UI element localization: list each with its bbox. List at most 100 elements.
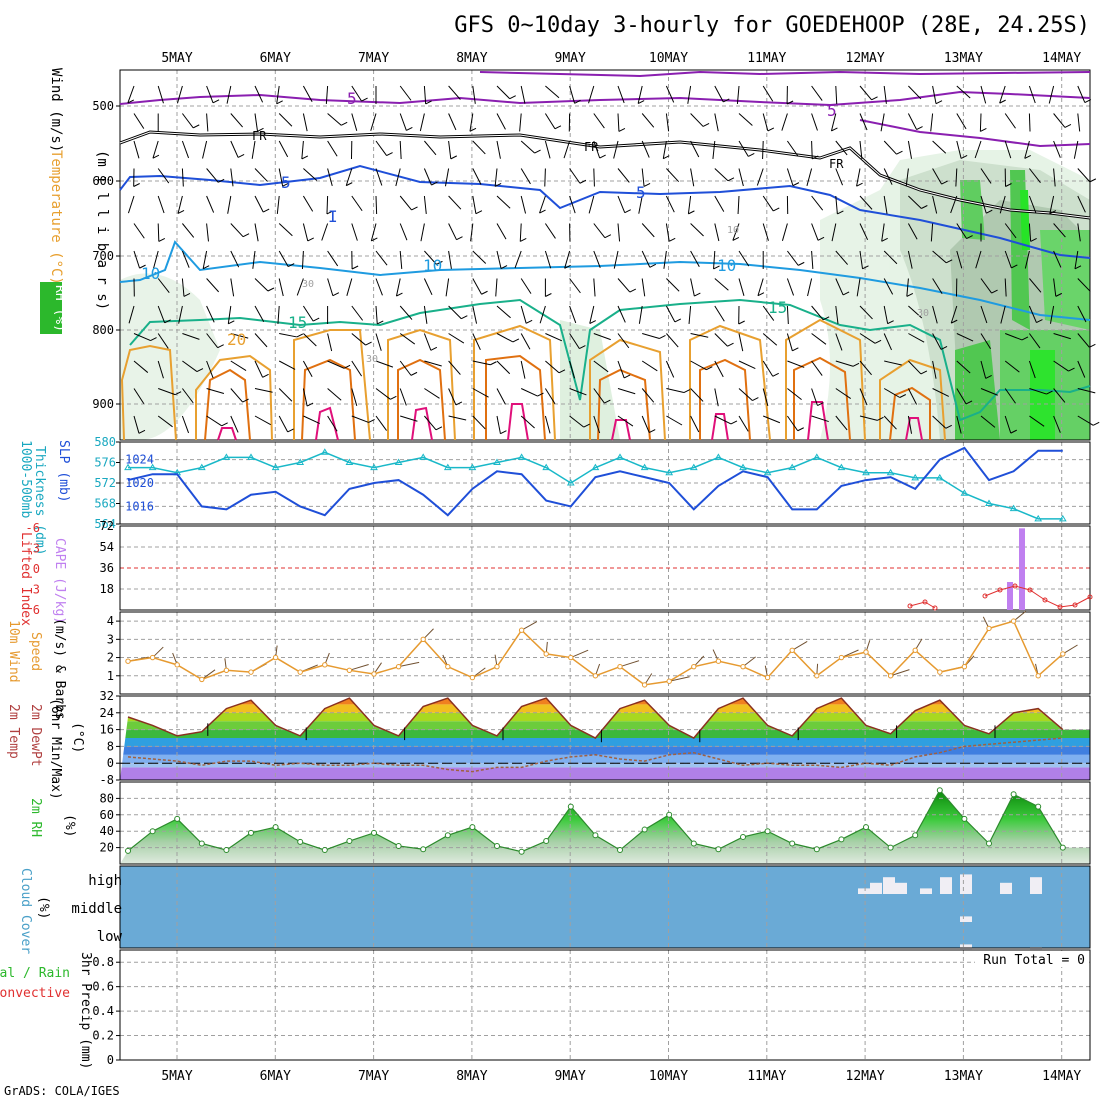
temp-band [120, 767, 1090, 780]
wind10m-point [470, 675, 474, 679]
contour-label: 15 [288, 313, 307, 332]
rh-point [322, 848, 327, 853]
wind10m-point [716, 659, 720, 663]
y-tick-label: 500 [92, 99, 114, 113]
y-tick-label: 80 [100, 791, 114, 805]
wind10m-point [790, 648, 794, 652]
y-tick-label: 0.8 [92, 955, 114, 969]
cloud-high-bar [870, 883, 882, 894]
ylabel-slp: SLP (mb) [56, 440, 71, 503]
wind10m-point [913, 648, 917, 652]
contour-label: 10 [727, 225, 739, 236]
wind10m-point [544, 652, 548, 656]
rh-point [790, 841, 795, 846]
ylabel-temp-2: 2m DewPt [28, 704, 43, 767]
panel-frame [120, 950, 1090, 1060]
precip-panel: 0.80.60.40.20 Total / Rain Convective 3h… [0, 950, 1090, 1069]
rh-point [470, 825, 475, 830]
wind10m-point [667, 679, 671, 683]
cloud-high-bar [1000, 883, 1012, 894]
cloud-high-bar [960, 874, 972, 894]
rh-point [199, 841, 204, 846]
y-tick-label: 60 [100, 808, 114, 822]
date-label-top: 12MAY [846, 51, 885, 66]
contour-label: 30 [302, 279, 314, 290]
wind10m-point [224, 668, 228, 672]
contour-label: 30 [917, 308, 929, 319]
ylabel-rh2m-unit: (%) [62, 814, 77, 837]
thickness-line [128, 452, 1063, 519]
rh-point [716, 847, 721, 852]
y-tick-label: 40 [100, 824, 114, 838]
wind10m-point [1061, 652, 1065, 656]
precip-plot: 0.80.60.40.20 [92, 950, 1090, 1067]
wind10m-point [126, 659, 130, 663]
wind10m-point [519, 628, 523, 632]
rh-point [839, 837, 844, 842]
li-line [910, 602, 935, 608]
cloud-high-bar [1030, 877, 1042, 894]
rh-point [421, 847, 426, 852]
ylabel-pressure: (m i l l i b a r s) [94, 150, 110, 310]
wind10m-point [938, 670, 942, 674]
temp-band [120, 746, 1090, 754]
rh-point [175, 816, 180, 821]
wind10m-point [765, 675, 769, 679]
rh-point [544, 839, 549, 844]
rh-point [150, 829, 155, 834]
temp-band [120, 738, 1090, 746]
rh-point [642, 827, 647, 832]
wind10m-point [815, 674, 819, 678]
slp-tick-label: 1024 [125, 453, 154, 467]
ylabel-wind10m-1: 10m Wind [6, 620, 21, 683]
chart-title: GFS 0~10day 3-hourly for GOEDEHOOP (28E,… [454, 13, 1090, 38]
contour-label: 5 [636, 183, 646, 202]
y-tick-label: 576 [94, 456, 116, 470]
wind10m-point [618, 664, 622, 668]
rh-point [814, 847, 819, 852]
wind10m-point [298, 670, 302, 674]
contour-label: FR [252, 129, 267, 143]
rh-point [618, 848, 623, 853]
y-tick-label: 0 [107, 756, 114, 770]
rh-area [120, 790, 1090, 864]
y-tick-label: 4 [107, 614, 114, 628]
rh-point [1036, 804, 1041, 809]
cloud-high-bar [940, 877, 952, 894]
contour-label: 10 [717, 256, 736, 275]
slp-line [128, 448, 1063, 515]
ylabel-cape: CAPE (J/kg) [52, 538, 67, 624]
wind-barb-flag [1093, 422, 1099, 425]
slp-tick-label: 1016 [125, 499, 154, 513]
y-tick-label: 568 [94, 497, 116, 511]
ylabel-temperature: Temperature (°C) [48, 150, 64, 285]
y-tick-label: 1 [107, 669, 114, 683]
ylabel-temp-1: 2m Temp [6, 704, 21, 759]
y-tick-label: 800 [92, 323, 114, 337]
contour-label: FR [584, 140, 599, 154]
wind10m-point [396, 664, 400, 668]
wind10m-barb [620, 661, 639, 667]
wind-barb [763, 141, 764, 159]
date-label-top: 7MAY [358, 51, 389, 66]
date-label-bottom: 6MAY [260, 1069, 291, 1084]
ylabel-cloud: Cloud Cover [18, 868, 33, 954]
contour-label: 5 [347, 89, 357, 108]
ylabel-wind10m-2: Speed [28, 632, 43, 671]
rh-point [765, 829, 770, 834]
contour-label: I [328, 207, 338, 226]
cloud-high-bar [883, 877, 895, 894]
contour-label: 20 [227, 330, 246, 349]
y-tick-label: 580 [94, 435, 116, 449]
rh-point [913, 833, 918, 838]
rh-point [741, 834, 746, 839]
cape-tick-label: 18 [100, 582, 114, 596]
y-tick-label: 32 [100, 689, 114, 703]
rh-point [593, 833, 598, 838]
cape-tick-label: 36 [100, 561, 114, 575]
